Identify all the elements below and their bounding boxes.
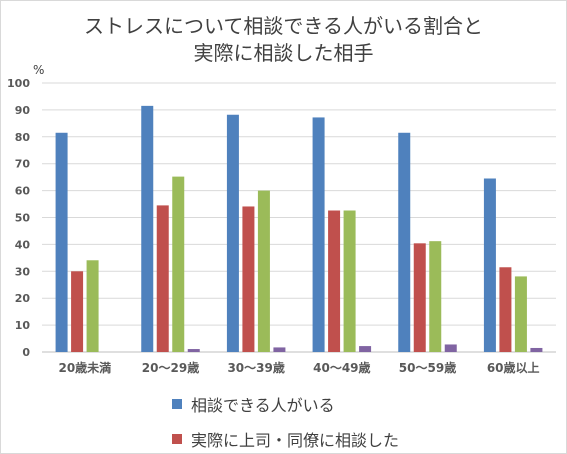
bar-series1-6 [483, 178, 496, 352]
legend-label: 相談できる人がいる [191, 396, 335, 415]
bar-series4-6 [530, 347, 543, 352]
bar-series4-2 [187, 349, 200, 352]
x-tick-label: 50～59歳 [399, 360, 456, 375]
bar-series2-3 [242, 206, 255, 352]
legend-item: 実際に上司・同僚に相談した [172, 428, 399, 450]
bar-series3-6 [514, 276, 527, 352]
bar-series4-4 [359, 346, 372, 352]
y-tick-label: 100 [7, 77, 30, 90]
y-tick-label: 0 [22, 346, 30, 359]
bar-series2-4 [328, 210, 341, 352]
x-tick-label: 30～39歳 [227, 360, 284, 375]
y-tick-label: 10 [15, 319, 31, 332]
bar-series1-2 [141, 105, 154, 353]
y-tick-label: 30 [15, 265, 31, 278]
bar-series3-2 [172, 176, 185, 352]
y-tick-label: 20 [15, 292, 31, 305]
bar-series3-5 [429, 241, 442, 352]
y-tick-label: 40 [15, 238, 31, 251]
x-tick-label: 20～29歳 [142, 360, 199, 375]
legend-item: 相談できる人がいる [172, 393, 335, 415]
chart-title-line-2: 実際に相談した相手 [193, 41, 374, 65]
x-tick-label: 40～49歳 [313, 360, 370, 375]
y-tick-label: 50 [15, 212, 31, 225]
x-tick-label: 60歳以上 [487, 360, 540, 375]
y-tick-label: 80 [15, 131, 31, 144]
bar-series2-1 [71, 271, 84, 352]
bar-series3-1 [86, 260, 99, 352]
bar-series3-3 [257, 190, 270, 352]
legend-swatch [172, 434, 182, 444]
bar-series2-2 [156, 205, 169, 352]
legend-label: 実際に上司・同僚に相談した [191, 431, 400, 450]
chart-title-line-1: ストレスについて相談できる人がいる割合と [84, 14, 483, 38]
y-tick-label: 90 [15, 104, 31, 117]
bar-series1-1 [55, 132, 68, 352]
bar-series1-3 [226, 114, 239, 352]
bar-series3-4 [343, 210, 356, 352]
bar-series2-5 [413, 243, 426, 352]
y-tick-label: 70 [15, 158, 31, 171]
legend-swatch [172, 399, 182, 409]
y-tick-label: 60 [15, 185, 31, 198]
bar-series2-6 [499, 267, 512, 352]
bar-series1-5 [398, 132, 411, 352]
y-unit-label: % [33, 63, 45, 77]
bar-series1-4 [312, 117, 325, 352]
x-tick-label: 20歳未満 [58, 360, 111, 375]
bar-series4-5 [444, 344, 457, 352]
bar-series4-3 [273, 347, 286, 352]
